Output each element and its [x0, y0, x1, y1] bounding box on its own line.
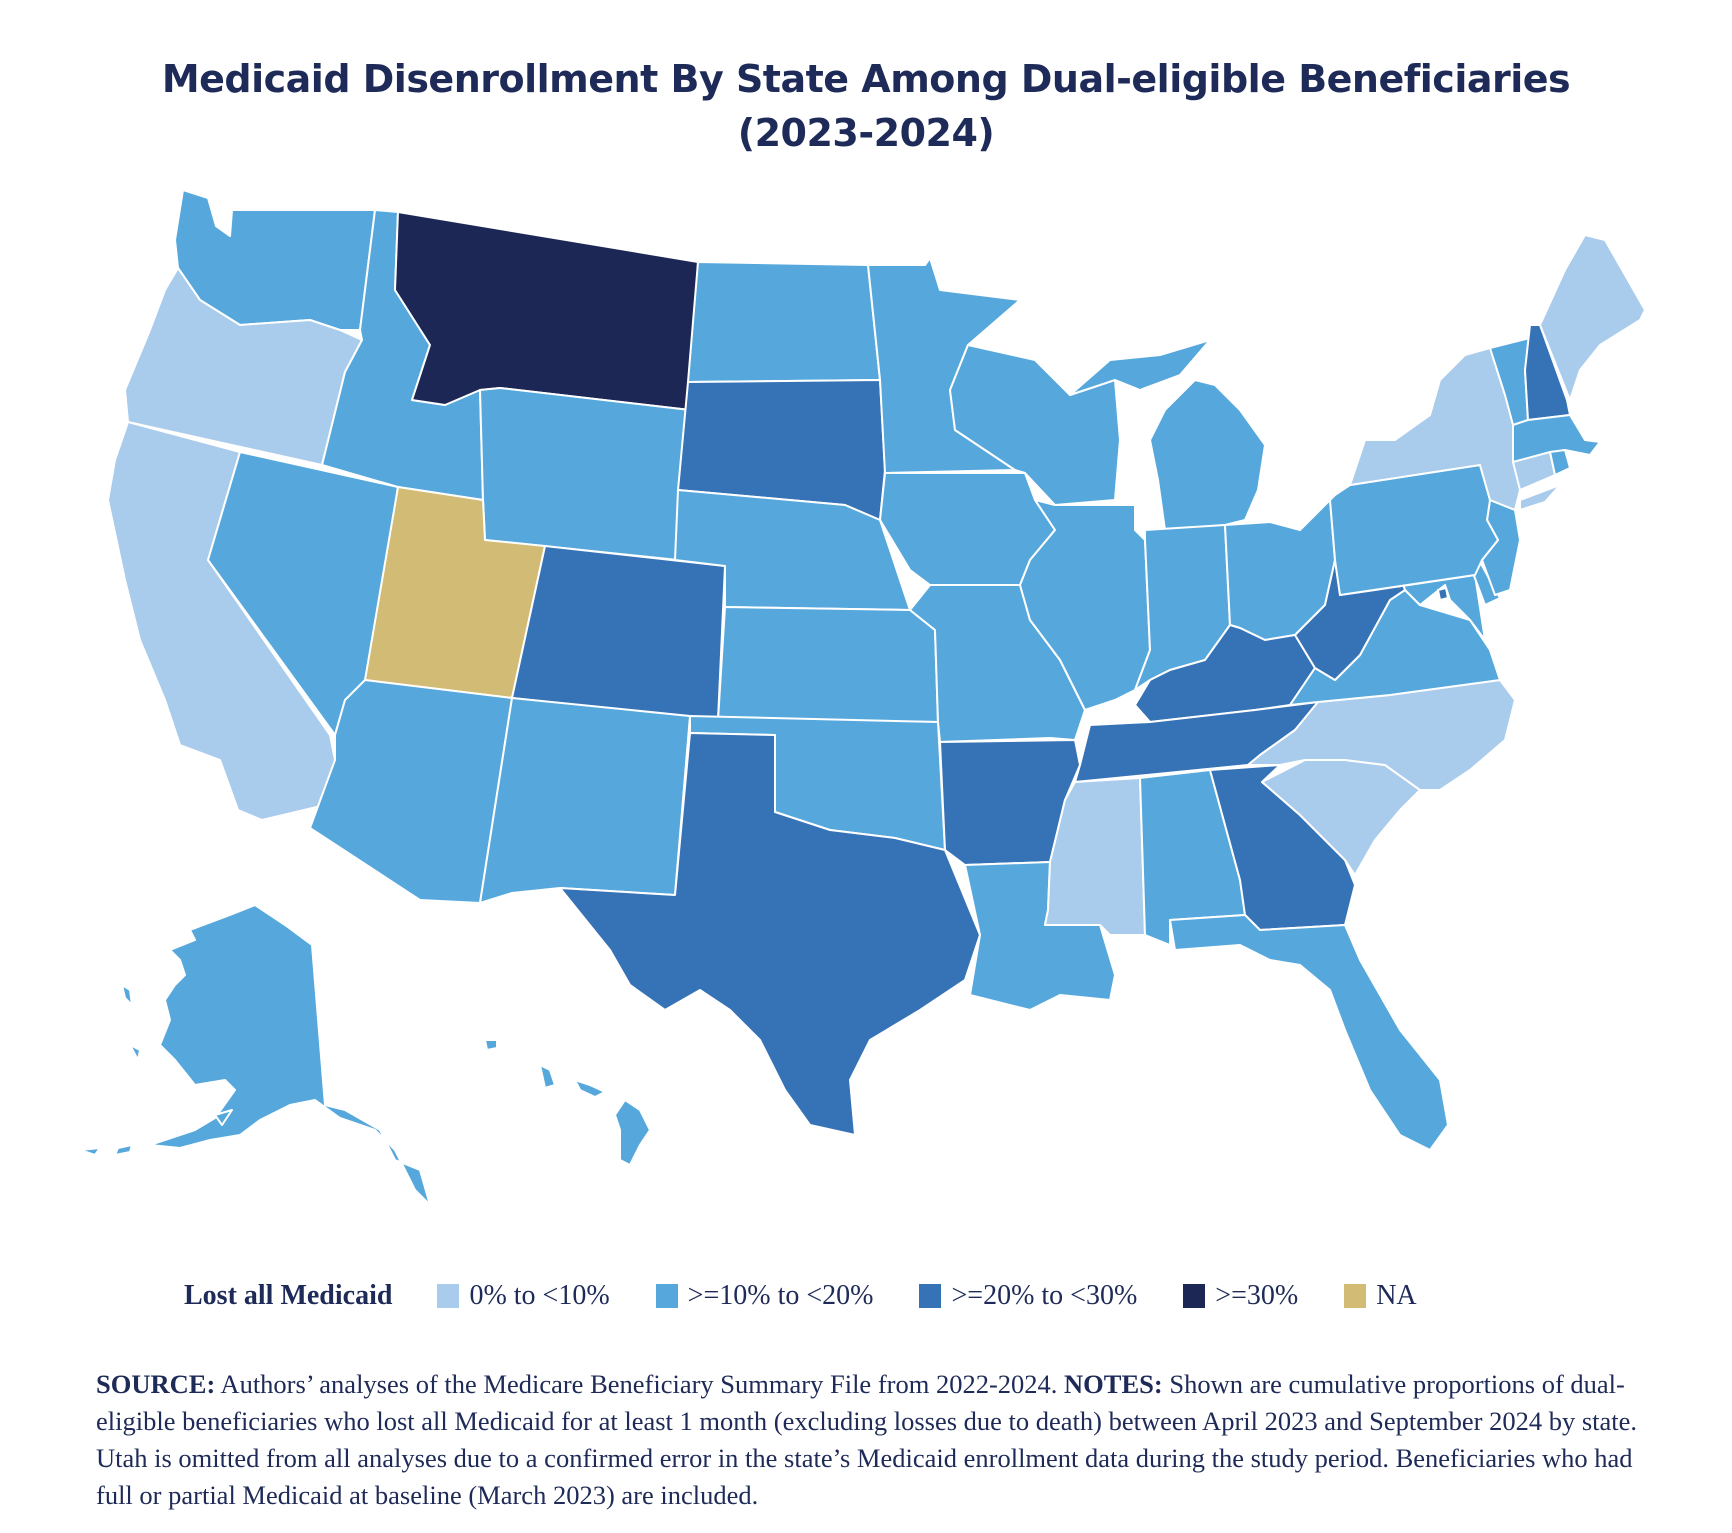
legend-item-30-plus: >=30%	[1183, 1280, 1298, 1312]
source-label: SOURCE:	[96, 1369, 216, 1399]
state-fl[interactable]	[1169, 914, 1449, 1151]
state-ga[interactable]	[1209, 764, 1356, 931]
legend-swatch	[437, 1284, 460, 1308]
state-co[interactable]	[511, 545, 726, 721]
state-az[interactable]	[309, 679, 513, 904]
legend-item-10-20: >=10% to <20%	[655, 1280, 874, 1312]
legend-label: NA	[1376, 1280, 1417, 1311]
legend: Lost all Medicaid 0% to <10% >=10% to <2…	[184, 1276, 1463, 1316]
state-wy[interactable]	[479, 387, 691, 561]
legend-label: >=30%	[1215, 1280, 1299, 1311]
title-line-2: (2023-2024)	[737, 111, 995, 155]
state-ri[interactable]	[1549, 449, 1571, 476]
state-ak-islands	[79, 984, 233, 1156]
state-ak[interactable]	[149, 904, 431, 1206]
state-tx[interactable]	[559, 732, 981, 1136]
state-dc[interactable]	[1437, 587, 1449, 601]
state-ca[interactable]	[107, 421, 336, 821]
legend-item-20-30: >=20% to <30%	[919, 1280, 1137, 1312]
legend-label: >=20% to <30%	[951, 1280, 1138, 1311]
state-nm[interactable]	[479, 697, 691, 904]
state-nd[interactable]	[687, 261, 881, 383]
title-line-1: Medicaid Disenrollment By State Among Du…	[161, 57, 1571, 101]
legend-item-na: NA	[1344, 1280, 1417, 1312]
state-me[interactable]	[1539, 234, 1646, 401]
legend-swatch	[1344, 1284, 1367, 1308]
legend-swatch	[919, 1284, 942, 1308]
state-ks[interactable]	[717, 606, 939, 723]
state-mt[interactable]	[394, 211, 699, 411]
legend-label: 0% to <10%	[469, 1280, 610, 1311]
legend-item-0-10: 0% to <10%	[437, 1280, 610, 1312]
legend-swatch	[1183, 1284, 1206, 1308]
footnote: SOURCE: Authors’ analyses of the Medicar…	[96, 1366, 1656, 1514]
state-il[interactable]	[1019, 499, 1151, 711]
state-wi[interactable]	[949, 344, 1121, 506]
map-title: Medicaid Disenrollment By State Among Du…	[0, 52, 1732, 160]
legend-label: >=10% to <20%	[687, 1280, 874, 1311]
state-hi[interactable]	[484, 1039, 651, 1166]
source-text: Authors’ analyses of the Medicare Benefi…	[215, 1369, 1065, 1399]
state-mi[interactable]	[1069, 339, 1266, 531]
notes-text: Shown are cumulative proportions of dual…	[96, 1369, 1638, 1510]
legend-title: Lost all Medicaid	[184, 1280, 393, 1311]
notes-label: NOTES:	[1064, 1369, 1163, 1399]
state-nc[interactable]	[1247, 679, 1516, 791]
legend-swatch	[655, 1284, 678, 1308]
